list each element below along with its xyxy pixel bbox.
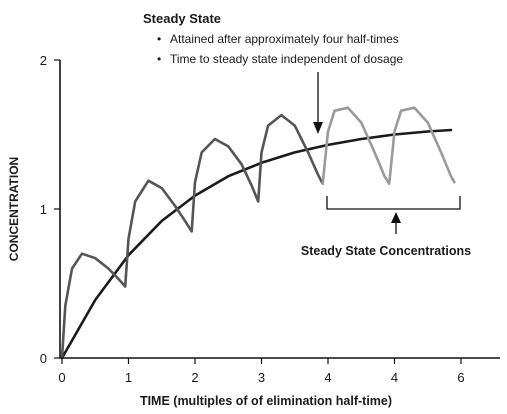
annotation-bullet-1: • bbox=[157, 32, 161, 46]
y-tick-label: 0 bbox=[40, 351, 47, 366]
x-tick-label: 2 bbox=[191, 370, 198, 385]
annotation-bullet-1-text: Attained after approximately four half-t… bbox=[170, 32, 399, 46]
x-tick-label: 6 bbox=[457, 370, 464, 385]
y-tick-label: 1 bbox=[40, 202, 47, 217]
y-axis-title: CONCENTRATION bbox=[7, 157, 21, 261]
steady-state-cycles-line bbox=[321, 106, 456, 185]
x-tick-label: 1 bbox=[125, 370, 132, 385]
x-axis-title: TIME (multiples of of elimination half-t… bbox=[140, 394, 392, 408]
annotation-arrow-head bbox=[313, 122, 323, 134]
x-tick-label: 4 bbox=[391, 370, 398, 385]
bracket-arrow-head bbox=[391, 212, 401, 223]
x-tick-label: 3 bbox=[258, 370, 265, 385]
plot-marks bbox=[60, 106, 456, 360]
annotation-bullet-2: • bbox=[157, 52, 161, 66]
bracket-label: Steady State Concentrations bbox=[301, 244, 471, 258]
x-tick-label: 0 bbox=[58, 370, 65, 385]
annotation-bullet-2-text: Time to steady state independent of dosa… bbox=[170, 52, 403, 66]
axis-ticks: 0 1 2 3 4 4 6 0 1 2 bbox=[40, 53, 465, 385]
annotation-title: Steady State bbox=[143, 11, 221, 26]
x-tick-label: 4 bbox=[324, 370, 331, 385]
steady-state-bracket bbox=[326, 196, 461, 210]
y-tick-label: 2 bbox=[40, 53, 47, 68]
dosing-cycles-before-steady-state-line bbox=[60, 113, 324, 360]
